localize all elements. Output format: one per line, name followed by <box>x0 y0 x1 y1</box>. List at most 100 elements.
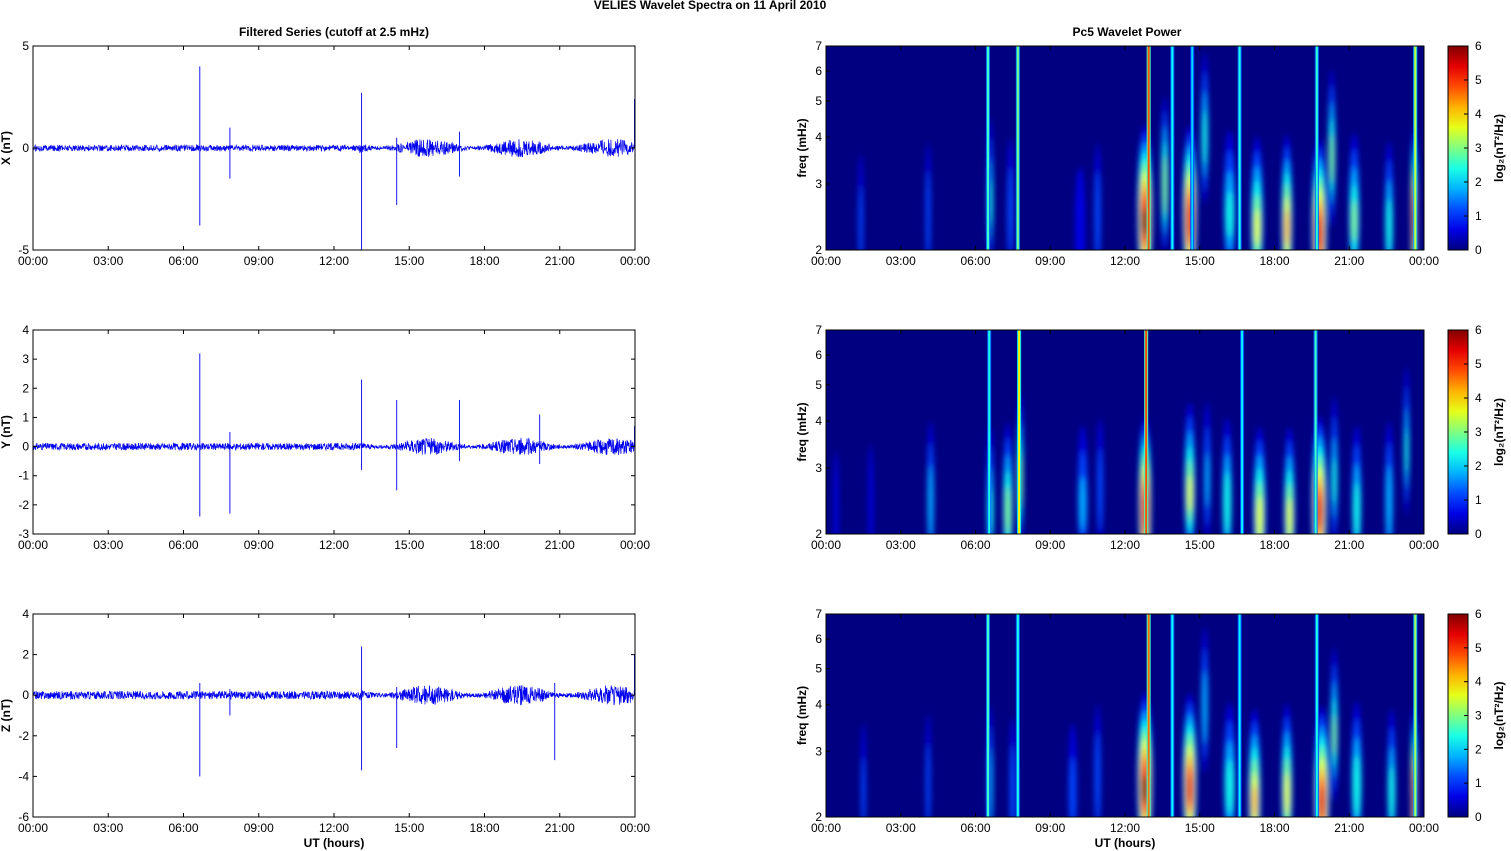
spectrum-panel-1-power-blob <box>859 186 863 250</box>
series-panel-2-ytick-label: 2 <box>22 381 29 395</box>
spectrum-panel-1-xtick-label: 09:00 <box>1035 254 1065 268</box>
spectrum-panel-1-power-blob <box>1007 167 1013 250</box>
series-panel-3-ytick-label: -6 <box>18 810 29 824</box>
spectrum-panel-3-power-blob <box>1202 670 1208 744</box>
series-panel-1-xtick-label: 09:00 <box>244 254 274 268</box>
spectrum-panel-3-xlabel: UT (hours) <box>1095 836 1156 850</box>
spectrum-panel-1-ytick-label: 5 <box>815 94 822 108</box>
spectrum-panel-1-power-blob <box>1202 110 1207 166</box>
spectrum-panel-1-xtick-label: 21:00 <box>1334 254 1364 268</box>
spectrum-panel-2-colorbar-tick-label: 3 <box>1475 425 1482 439</box>
spectrum-panel-1-xtick-label: 06:00 <box>960 254 990 268</box>
spectrum-panel-2-colorbar-tick-label: 2 <box>1475 459 1482 473</box>
spectrum-panel-2-xtick-label: 00:00 <box>811 538 841 552</box>
series-panel-1-series-line <box>33 139 635 158</box>
series-panel-1-ytick-label: 5 <box>22 39 29 53</box>
spectrum-panel-2-power-blob <box>1332 457 1337 505</box>
spectrum-panel-1-colorbar-tick-label: 1 <box>1475 209 1482 223</box>
spectrum-panel-2-colorbar-tick-label: 6 <box>1475 323 1482 337</box>
spectrum-panel-2-power-blob <box>1005 486 1011 534</box>
spectrum-panel-3-ytick-label: 6 <box>815 632 822 646</box>
spectrum-panel-3-streak-core <box>1315 614 1318 817</box>
spectrum-panel-3-ytick-label: 2 <box>815 810 822 824</box>
series-panel-3-series-line <box>33 685 635 706</box>
spectrum-panel-1-colorbar-tick-label: 6 <box>1475 39 1482 53</box>
spectrum-panel-3-streak-core <box>1016 614 1019 817</box>
series-panel-2-series-line <box>33 437 635 455</box>
spectrum-panel-1-ytick-label: 3 <box>815 177 822 191</box>
spectrum-panel-2-power-blob <box>1205 452 1210 508</box>
spectrum-panel-2-ylabel: freq (mHz) <box>795 402 809 461</box>
spectrum-panel-3-colorbar-tick-label: 5 <box>1475 641 1482 655</box>
series-panel-1-xtick-label: 12:00 <box>319 254 349 268</box>
spectrum-panel-1-ylabel: freq (mHz) <box>795 118 809 177</box>
series-panel-3-xtick-label: 21:00 <box>545 821 575 835</box>
series-panel-2-ytick-label: -3 <box>18 527 29 541</box>
series-panel-2-ytick-label: -2 <box>18 498 29 512</box>
series-panel-2-ytick-label: 1 <box>22 410 29 424</box>
spectrum-panel-1-colorbar-tick-label: 0 <box>1475 243 1482 257</box>
spectrum-panel-3-colorbar-tick-label: 1 <box>1475 776 1482 790</box>
series-panel-2-xtick-label: 15:00 <box>394 538 424 552</box>
spectrum-panel-1-ytick-label: 4 <box>815 130 822 144</box>
series-panel-2-axes-bg <box>33 330 635 534</box>
spectrum-panel-3-ytick-label: 3 <box>815 744 822 758</box>
spectrum-panel-1-power-blob <box>1351 200 1357 242</box>
spectrum-panel-2-xtick-label: 06:00 <box>960 538 990 552</box>
spectrum-panel-2-ytick-label: 7 <box>815 323 822 337</box>
spectrum-panel-1-ytick-label: 2 <box>815 243 822 257</box>
series-panel-2-xtick-label: 00:00 <box>18 538 48 552</box>
spectrum-panel-3-streak-core <box>986 614 989 817</box>
series-panel-2-ytick-label: -1 <box>18 469 29 483</box>
spectrum-panel-2-power-blob <box>1386 465 1392 534</box>
series-panel-3-xlabel: UT (hours) <box>304 836 365 850</box>
series-panel-3-xtick-label: 15:00 <box>394 821 424 835</box>
spectrum-panel-3-streak-core <box>1171 614 1174 817</box>
series-panel-1-xtick-label: 00:00 <box>620 254 650 268</box>
spectrum-panel-1-power-blob <box>1095 171 1101 250</box>
spectrum-panel-2-ytick-label: 2 <box>815 527 822 541</box>
spectrum-panel-2-colorbar-tick-label: 4 <box>1475 391 1482 405</box>
series-panel-1-xtick-label: 00:00 <box>18 254 48 268</box>
spectrum-panel-3-colorbar-tick-label: 4 <box>1475 675 1482 689</box>
series-panel-3-ytick-label: 0 <box>22 688 29 702</box>
spectrum-panel-2-power-blob <box>1224 471 1231 534</box>
spectrum-panel-2-streak-core <box>1314 330 1317 534</box>
spectrum-panel-3-power-blob <box>1010 744 1016 817</box>
series-panel-3-xtick-label: 18:00 <box>469 821 499 835</box>
spectrum-panel-3-power-blob <box>1095 732 1101 817</box>
spectrum-panel-2-power-blob <box>1079 476 1086 531</box>
spectrum-panel-1-power-blob <box>1075 166 1086 250</box>
spectrum-panel-1-streak-core <box>1414 46 1417 250</box>
spectrum-panel-2-xtick-label: 03:00 <box>886 538 916 552</box>
spectrum-panel-3-power-blob <box>1251 785 1258 817</box>
spectrum-panel-3-colorbar-tick-label: 6 <box>1475 607 1482 621</box>
spectrum-panel-3-colorbar-tick-label: 0 <box>1475 810 1482 824</box>
spectrum-panel-3-power-blob <box>861 757 866 817</box>
series-panel-1-ytick-label: -5 <box>18 243 29 257</box>
spectrum-panel-1-xtick-label: 03:00 <box>886 254 916 268</box>
spectrum-panel-2-xtick-label: 15:00 <box>1185 538 1215 552</box>
spectrum-panel-2-ytick-label: 3 <box>815 461 822 475</box>
spectrum-panel-3-streak-core <box>1147 614 1150 817</box>
spectrum-panel-2-power-blob <box>1187 474 1193 512</box>
spectrum-panel-2-power-blob <box>1316 496 1323 528</box>
spectrum-panel-1-power-blob <box>926 171 931 250</box>
spectrum-panel-3-power-blob <box>1186 774 1193 804</box>
series-panel-2-ytick-label: 0 <box>22 440 29 454</box>
spectrum-panel-3-xtick-label: 00:00 <box>811 821 841 835</box>
spectrum-panel-1-streak-core <box>1171 46 1174 250</box>
spectrum-panel-2-power-blob <box>833 450 839 534</box>
spectrum-panel-1-colorbar-tick-label: 4 <box>1475 107 1482 121</box>
spectrum-panel-3-power-blob <box>926 744 931 817</box>
spectrum-panel-1-xtick-label: 15:00 <box>1185 254 1215 268</box>
spectrum-panel-3-ytick-label: 5 <box>815 662 822 676</box>
spectrum-panel-1-colorbar-tick-label: 5 <box>1475 73 1482 87</box>
series-panel-1-xtick-label: 03:00 <box>93 254 123 268</box>
series-panel-1-ytick-label: 0 <box>22 141 29 155</box>
spectrum-panel-3-ylabel: freq (mHz) <box>795 686 809 745</box>
spectrum-panel-3-xtick-label: 00:00 <box>1409 821 1439 835</box>
spectrum-panel-1-streak-core <box>1147 46 1150 250</box>
spectrum-panel-1-power-blob <box>1386 198 1392 250</box>
spectrum-panel-1-ytick-label: 7 <box>815 39 822 53</box>
